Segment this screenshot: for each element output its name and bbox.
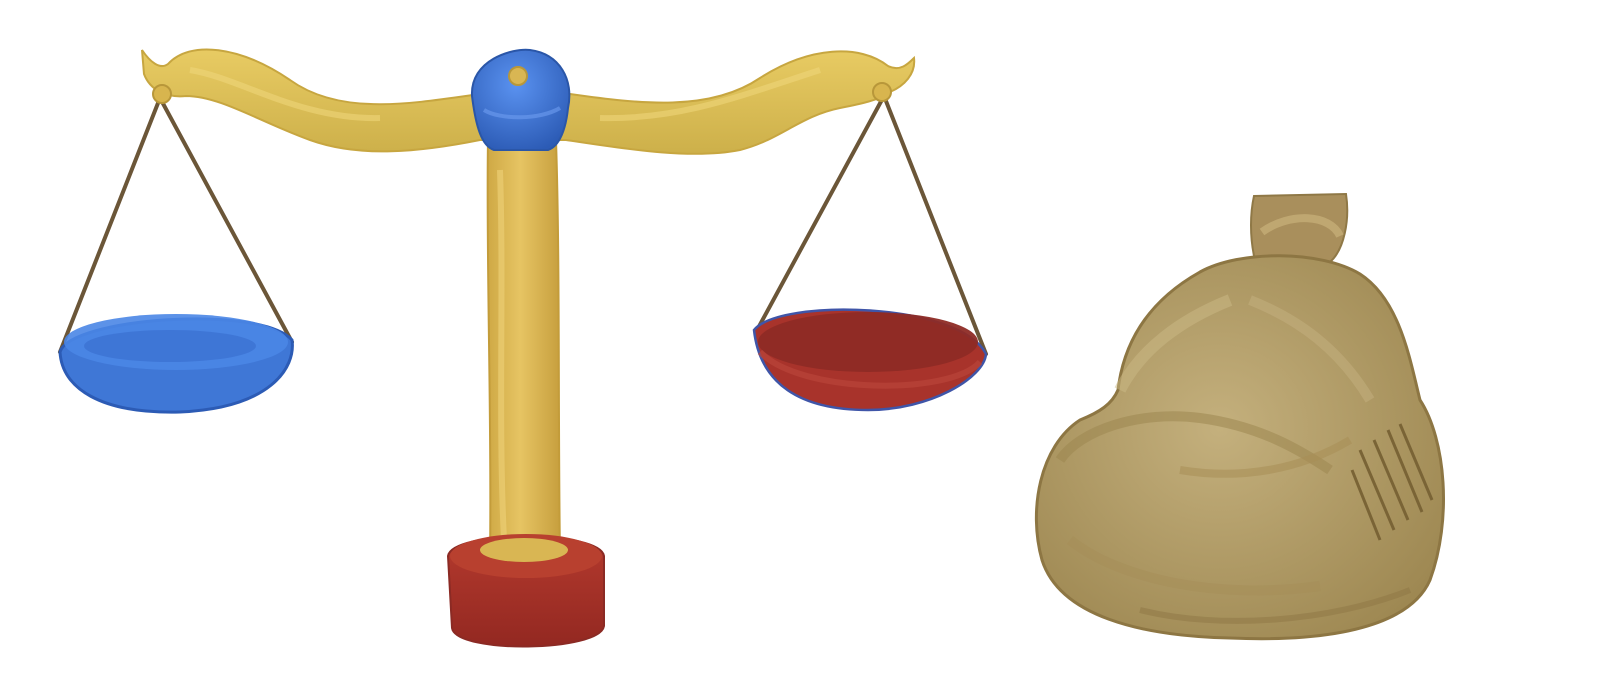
money-sack <box>1034 192 1445 641</box>
right-chains <box>754 94 988 356</box>
left-hook <box>152 84 172 104</box>
sack-body <box>1034 254 1445 641</box>
left-pan <box>58 314 294 414</box>
balance-scale <box>58 48 988 648</box>
post <box>486 139 562 557</box>
stitching <box>1350 423 1434 541</box>
right-pan <box>752 308 988 412</box>
right-hook <box>872 82 892 102</box>
center-knob <box>470 48 571 151</box>
left-chains <box>58 96 294 354</box>
base <box>446 534 605 648</box>
